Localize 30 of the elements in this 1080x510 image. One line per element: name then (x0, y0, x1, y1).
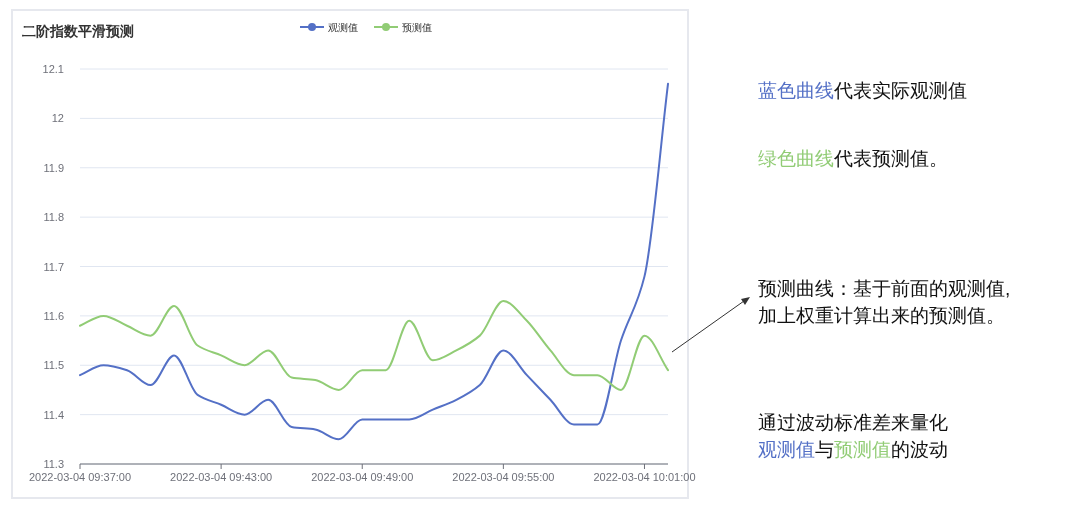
y-tick-label: 12.1 (42, 63, 64, 75)
y-tick-label: 12 (51, 112, 64, 125)
line-series (79, 82, 669, 441)
text: 观测值 (758, 439, 815, 460)
x-tick-label: 2022-03-04 09:49:00 (311, 471, 414, 483)
y-tick-label: 11.8 (43, 211, 64, 224)
line-series (79, 300, 669, 391)
y-tick-label: 11.7 (43, 260, 64, 273)
text: 蓝色曲线 (758, 80, 834, 101)
chart-title: 二阶指数平滑预测 (22, 23, 134, 39)
legend-label: 观测值 (328, 22, 358, 33)
text: 绿色曲线 (758, 148, 834, 169)
text: 代表实际观测值 (833, 80, 967, 101)
text: 与 (815, 439, 834, 460)
text: 加上权重计算出来的预测值。 (758, 305, 1005, 326)
text: 通过波动标准差来量化 (758, 412, 948, 433)
text: 预测曲线：基于前面的观测值, (758, 278, 1011, 299)
y-tick-label: 11.3 (43, 458, 64, 470)
x-tick-label: 2022-03-04 09:37:00 (28, 471, 132, 483)
x-tick-label: 2022-03-04 09:43:00 (170, 471, 273, 483)
text: 的波动 (891, 439, 948, 460)
text: 代表预测值。 (833, 148, 948, 169)
y-tick-label: 11.9 (43, 161, 64, 174)
legend-label: 预测值 (402, 22, 432, 33)
y-tick-label: 11.4 (43, 408, 64, 421)
text: 预测值 (834, 439, 891, 460)
y-tick-label: 11.5 (43, 359, 64, 372)
x-tick-label: 2022-03-04 10:01:00 (593, 471, 696, 483)
x-tick-label: 2022-03-04 09:55:00 (452, 471, 555, 483)
y-tick-label: 11.6 (43, 309, 64, 322)
